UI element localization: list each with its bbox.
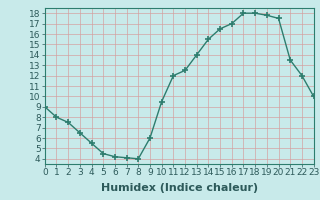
X-axis label: Humidex (Indice chaleur): Humidex (Indice chaleur) — [100, 183, 258, 193]
